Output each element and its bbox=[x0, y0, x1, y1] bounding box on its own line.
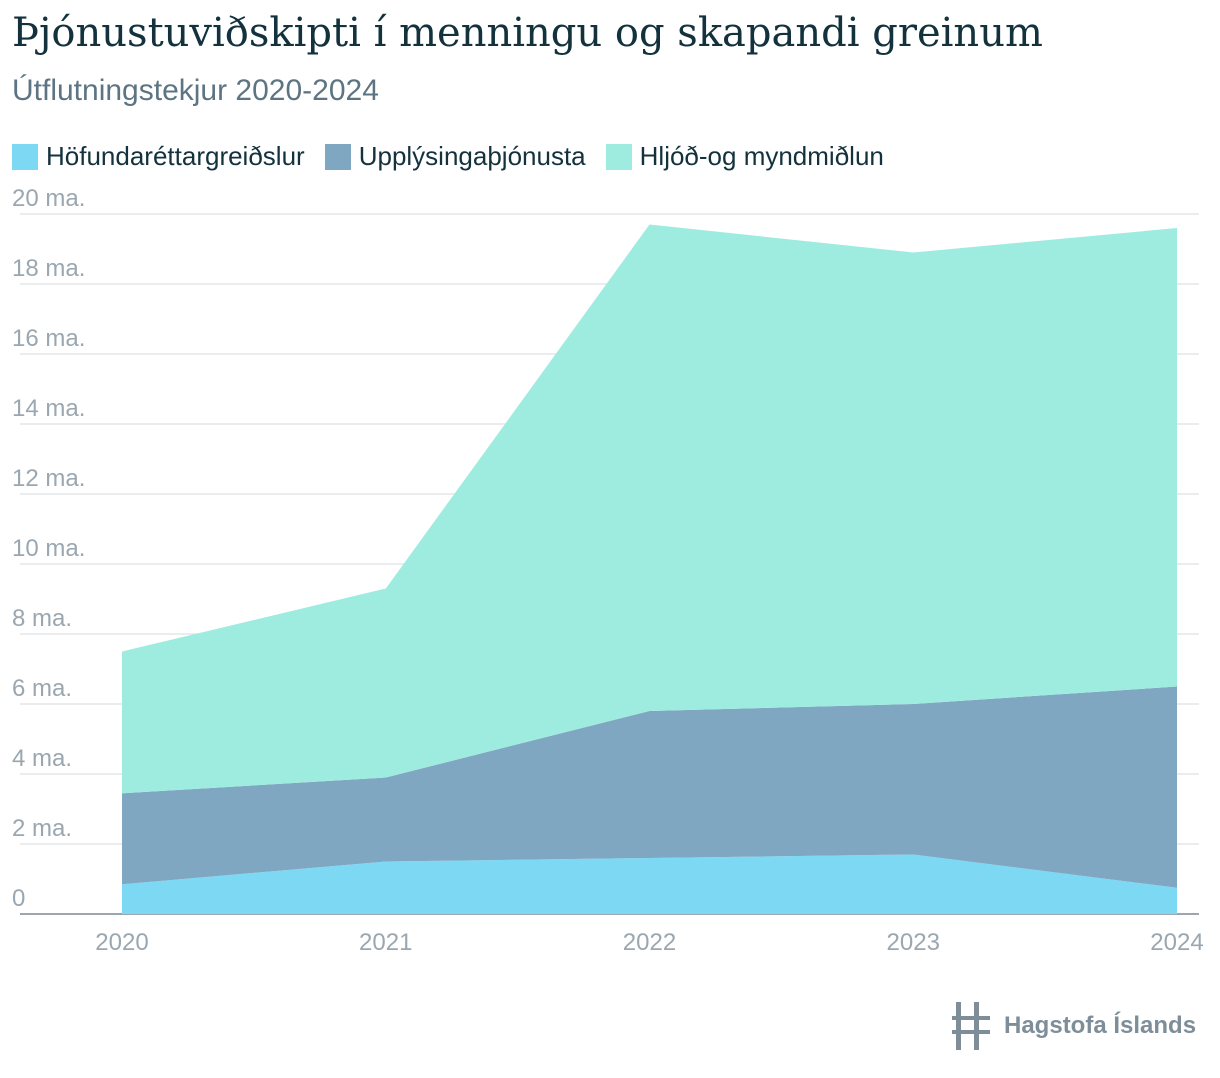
hagstofa-logo-icon bbox=[952, 1002, 990, 1050]
y-tick-label: 6 ma. bbox=[12, 675, 72, 702]
legend-item-hofundarettargreidslur[interactable]: Höfundaréttargreiðslur bbox=[12, 141, 305, 172]
legend-swatch bbox=[324, 143, 351, 170]
x-tick-label: 2024 bbox=[1150, 929, 1203, 956]
legend-item-upplysingathjonusta[interactable]: Upplýsingaþjónusta bbox=[324, 141, 586, 172]
area-series-1[interactable] bbox=[122, 686, 1177, 888]
y-tick-label: 0 bbox=[12, 885, 25, 912]
hagstofa-logo[interactable]: Hagstofa Íslands bbox=[952, 1000, 1196, 1052]
y-tick-label: 12 ma. bbox=[12, 465, 85, 492]
chart-subtitle: Útflutningstekjur 2020-2024 bbox=[12, 74, 379, 107]
legend-label: Höfundaréttargreiðslur bbox=[46, 141, 305, 171]
legend-item-hljod-og-myndmidlun[interactable]: Hljóð-og myndmiðlun bbox=[605, 141, 884, 172]
y-tick-label: 14 ma. bbox=[12, 395, 85, 422]
stacked-area-chart: 0 2 ma. 4 ma. 6 ma. 8 ma. 10 ma. 12 ma. 14 ma. 1… bbox=[12, 185, 1204, 956]
legend: Höfundaréttargreiðslur Upplýsingaþjónust… bbox=[12, 141, 884, 172]
y-tick-label: 8 ma. bbox=[12, 605, 72, 632]
x-tick-label: 2021 bbox=[359, 929, 412, 956]
x-tick-label: 2022 bbox=[623, 929, 676, 956]
x-tick-label: 2023 bbox=[887, 929, 940, 956]
y-tick-label: 18 ma. bbox=[12, 255, 85, 282]
legend-label: Hljóð-og myndmiðlun bbox=[639, 141, 884, 171]
legend-label: Upplýsingaþjónusta bbox=[358, 141, 586, 171]
y-tick-label: 20 ma. bbox=[12, 185, 85, 212]
x-axis-ticks: 2020 2021 2022 2023 2024 bbox=[95, 929, 1203, 956]
chart-title: Þjónustuviðskipti í menningu og skapandi… bbox=[12, 10, 1043, 56]
y-tick-label: 10 ma. bbox=[12, 535, 85, 562]
area-series bbox=[122, 224, 1177, 915]
y-tick-label: 16 ma. bbox=[12, 325, 85, 352]
legend-swatch bbox=[12, 143, 38, 170]
y-tick-label: 2 ma. bbox=[12, 815, 72, 842]
legend-swatch bbox=[605, 143, 632, 170]
area-series-2[interactable] bbox=[122, 224, 1177, 794]
y-tick-label: 4 ma. bbox=[12, 745, 72, 772]
x-tick-label: 2020 bbox=[95, 929, 148, 956]
area-series-0[interactable] bbox=[122, 854, 1177, 915]
logo-text: Hagstofa Íslands bbox=[1004, 1012, 1197, 1039]
y-axis-ticks: 0 2 ma. 4 ma. 6 ma. 8 ma. 10 ma. 12 ma. 14 ma. 1… bbox=[12, 185, 85, 912]
